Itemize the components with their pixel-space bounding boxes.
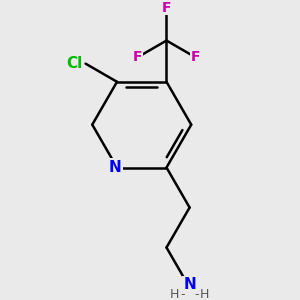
Text: -: -: [181, 288, 185, 300]
Text: H: H: [170, 288, 179, 300]
Text: F: F: [133, 50, 143, 64]
Text: N: N: [183, 277, 196, 292]
Text: H: H: [200, 288, 209, 300]
Text: F: F: [162, 1, 171, 15]
Text: N: N: [109, 160, 122, 175]
Text: Cl: Cl: [66, 56, 82, 71]
Text: F: F: [190, 50, 200, 64]
Text: -: -: [194, 288, 198, 300]
